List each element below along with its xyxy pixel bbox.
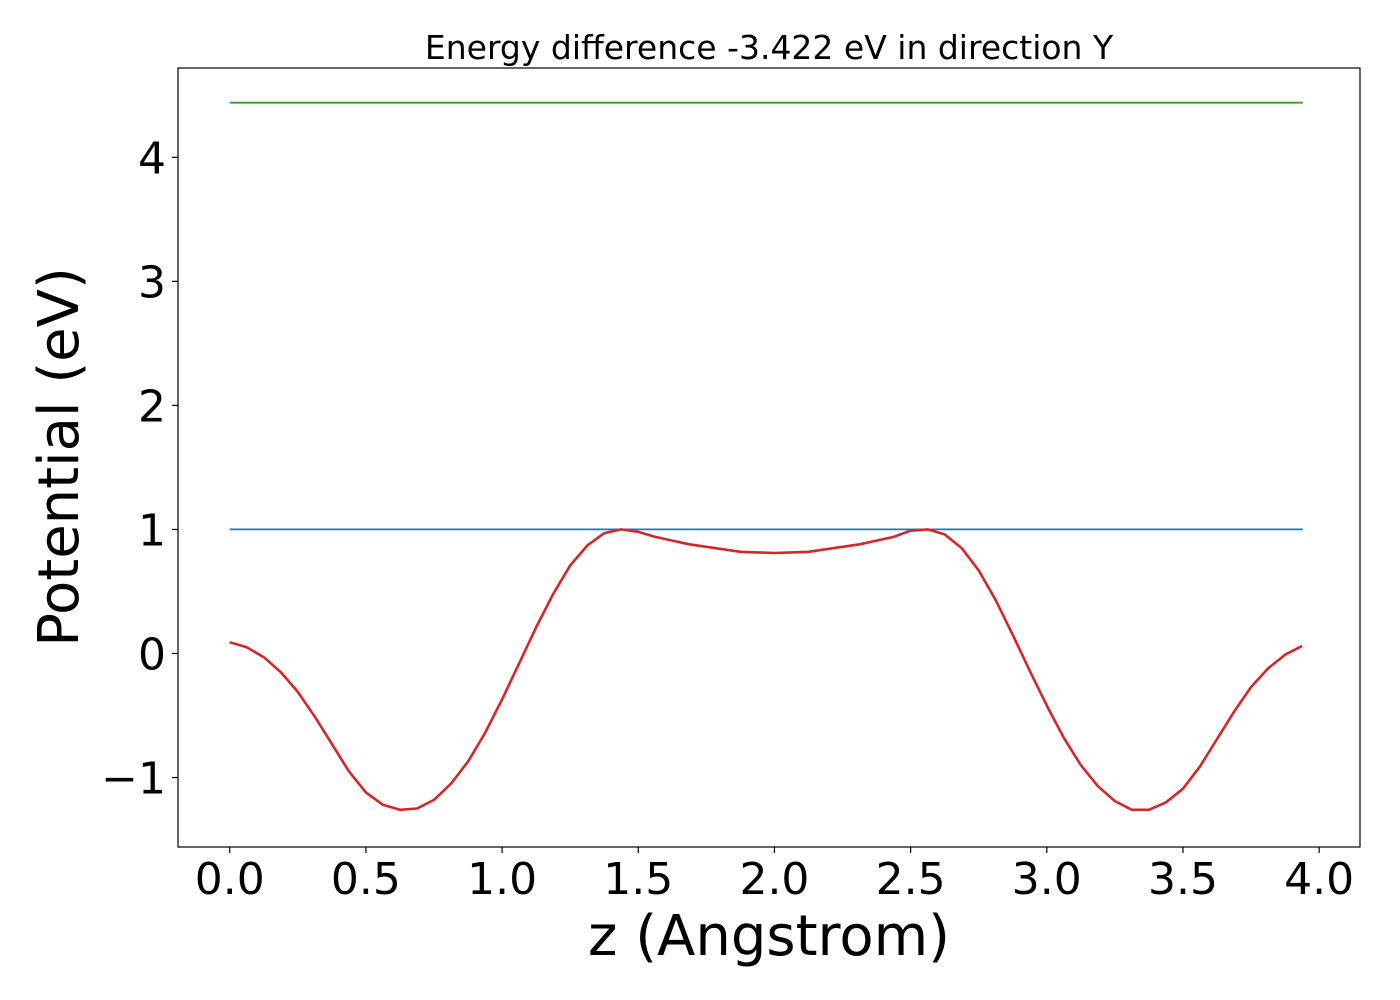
x-tick-label: 1.0	[467, 854, 537, 905]
x-tick-label: 1.5	[603, 854, 673, 905]
y-tick-label: 1	[138, 505, 166, 556]
series-layer	[229, 101, 1303, 812]
x-tick-label: 3.0	[1012, 854, 1082, 905]
plot-area-frame	[177, 67, 1361, 848]
y-axis-title: Potential (eV)	[27, 267, 92, 647]
x-tick-label: 0.0	[195, 854, 265, 905]
x-axis-title: z (Angstrom)	[588, 904, 950, 969]
y-tick-label: −1	[101, 754, 166, 805]
y-tick-label: 3	[138, 257, 166, 308]
x-tick-label: 0.5	[331, 854, 401, 905]
x-tick-label: 4.0	[1284, 854, 1354, 905]
chart-title: Energy difference -3.422 eV in direction…	[425, 28, 1114, 67]
x-axis-ticks: 0.0 0.5 1.0 1.5 2.0 2.5 3.0 3.5 4.0	[195, 847, 1354, 905]
y-axis-ticks: −1 0 1 2 3 4	[101, 133, 178, 805]
y-tick-label: 2	[138, 381, 166, 432]
x-tick-label: 2.0	[739, 854, 809, 905]
y-tick-label: 0	[138, 629, 166, 680]
series-line-3	[229, 528, 1303, 812]
y-tick-label: 4	[138, 133, 166, 184]
x-tick-label: 2.5	[876, 854, 946, 905]
x-tick-label: 3.5	[1148, 854, 1218, 905]
